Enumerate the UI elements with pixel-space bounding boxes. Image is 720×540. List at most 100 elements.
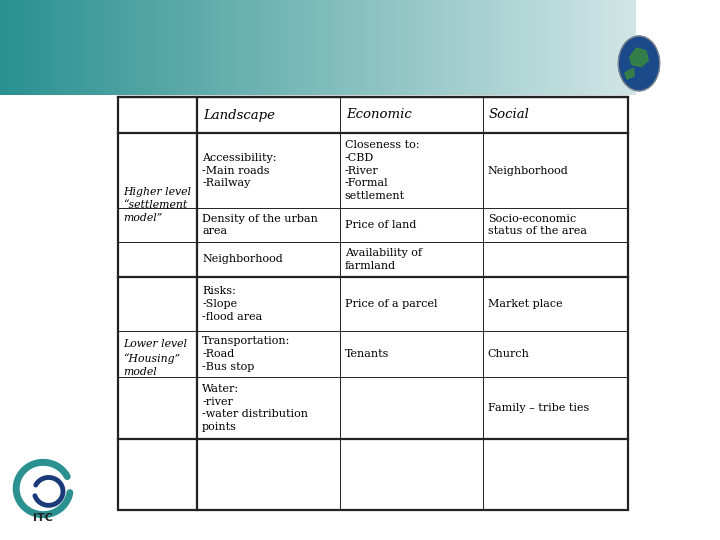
Bar [595,0,598,94]
Bar [248,0,251,94]
Bar [359,0,362,94]
Bar [276,0,280,94]
Bar [191,0,194,94]
Bar [16,0,19,94]
Bar [404,0,407,94]
Bar [470,0,474,94]
Bar [496,0,499,94]
Bar [124,0,127,94]
Bar [620,0,623,94]
Bar [159,0,162,94]
Bar [384,0,388,94]
Bar [553,0,557,94]
Bar [559,0,562,94]
Bar [337,0,340,94]
Bar [503,0,505,94]
Bar [362,0,366,94]
Text: Neighborhood: Neighborhood [202,254,283,265]
Bar [375,0,378,94]
Bar [308,0,312,94]
Bar [598,0,600,94]
Bar [264,0,267,94]
Bar [235,0,238,94]
Bar [312,0,315,94]
Bar [490,0,492,94]
Bar [321,0,324,94]
Bar [391,0,394,94]
Bar [442,0,445,94]
Bar [222,0,225,94]
Bar [397,0,400,94]
Bar [38,0,41,94]
Bar [197,0,200,94]
Bar [544,0,546,94]
Bar [162,0,166,94]
Bar [334,0,337,94]
Bar [127,0,130,94]
Text: Driving factors: Driving factors [18,18,310,52]
Bar [105,0,108,94]
Bar [99,0,102,94]
Bar [22,0,25,94]
Bar [79,0,83,94]
Bar [432,0,436,94]
Bar [382,0,384,94]
Bar [633,0,636,94]
Bar [486,0,490,94]
Text: Price of land: Price of land [345,220,416,230]
Bar [89,0,92,94]
Bar [461,0,464,94]
Bar [394,0,397,94]
Bar [508,0,512,94]
Bar [604,0,607,94]
Bar [133,0,137,94]
Bar [73,0,76,94]
Bar [629,0,633,94]
Bar [410,0,413,94]
Text: Water:
-river
-water distribution
points: Water: -river -water distribution points [202,384,308,432]
Bar [216,0,220,94]
Bar [232,0,235,94]
Bar [436,0,438,94]
Text: Transportation:
-Road
-Bus stop: Transportation: -Road -Bus stop [202,336,290,372]
Bar [270,0,274,94]
Bar [607,0,611,94]
Bar [499,0,503,94]
Bar [118,97,628,510]
Bar [140,0,143,94]
Bar [330,0,334,94]
Bar [210,0,213,94]
Bar [76,0,79,94]
Bar [623,0,626,94]
Bar [299,0,302,94]
Bar [187,0,191,94]
Bar [426,0,429,94]
Bar [458,0,461,94]
Bar [572,0,575,94]
Bar [35,0,38,94]
Bar [445,0,449,94]
Text: Social: Social [489,109,529,122]
Bar [515,0,518,94]
Bar [86,0,89,94]
Bar [483,0,486,94]
Bar [575,0,579,94]
Bar [378,0,382,94]
Bar [220,0,222,94]
Bar [207,0,210,94]
Bar [429,0,432,94]
Bar [324,0,328,94]
Bar [328,0,330,94]
Bar [302,0,305,94]
Polygon shape [625,69,634,79]
Bar [400,0,404,94]
Bar [289,0,292,94]
Text: Landscape: Landscape [203,109,275,122]
Bar [492,0,496,94]
Bar [413,0,416,94]
Text: Density of the urban
area: Density of the urban area [202,214,318,237]
Bar [541,0,544,94]
Text: Price of a parcel: Price of a parcel [345,299,437,309]
Bar [178,0,181,94]
Bar [283,0,286,94]
